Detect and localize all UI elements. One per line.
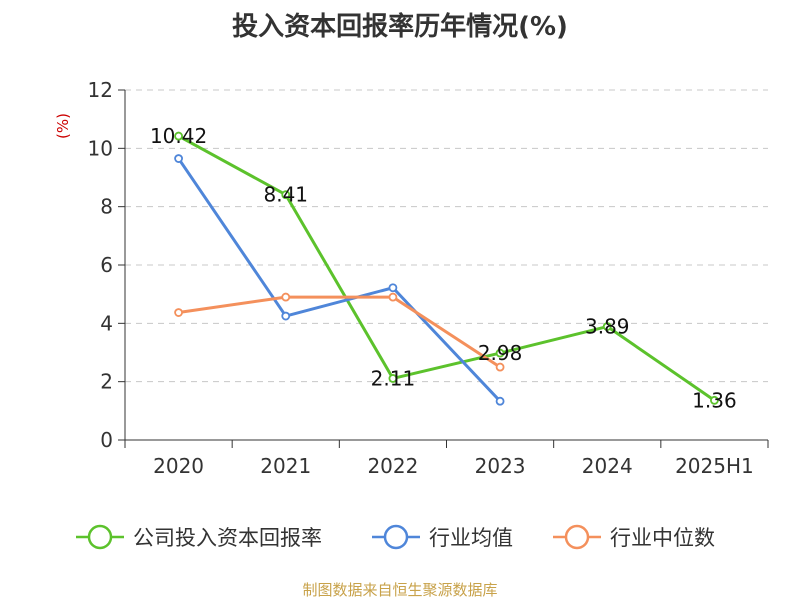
chart-title: 投入资本回报率历年情况(%) — [232, 12, 568, 42]
x-tick-label: 2021 — [260, 454, 311, 478]
series-line-2 — [178, 295, 501, 369]
data-label: 2.11 — [371, 366, 416, 390]
y-tick-label: 10 — [88, 136, 113, 160]
legend-marker-icon — [383, 524, 409, 550]
data-label: 2.98 — [478, 341, 523, 365]
x-tick-label: 2024 — [582, 454, 633, 478]
y-axis-label: (%) — [54, 113, 72, 139]
data-point — [174, 308, 183, 317]
x-tick-label: 2022 — [367, 454, 418, 478]
y-tick-label: 8 — [100, 195, 113, 219]
data-point — [388, 283, 398, 293]
series-line-1 — [177, 157, 502, 403]
legend-marker-icon — [564, 524, 590, 550]
data-label: 10.42 — [150, 124, 207, 148]
data-point — [495, 362, 505, 372]
data-point — [495, 348, 505, 358]
data-point — [388, 374, 398, 383]
data-point — [281, 292, 291, 302]
y-tick-label: 4 — [100, 311, 113, 335]
source-note: 制图数据来自恒生聚源数据库 — [302, 581, 498, 599]
x-tick-label: 2020 — [153, 454, 204, 478]
data-point — [602, 322, 612, 331]
data-point — [388, 292, 398, 302]
data-label: 8.41 — [263, 183, 308, 207]
data-point — [281, 311, 291, 321]
y-tick-label: 2 — [100, 370, 113, 394]
data-point — [710, 395, 719, 405]
legend-marker-icon — [87, 524, 113, 550]
data-point — [174, 154, 183, 163]
y-tick-label: 12 — [88, 78, 113, 102]
legend-label: 公司投入资本回报率 — [133, 526, 322, 550]
data-label: 3.89 — [585, 315, 630, 339]
series-line-0 — [177, 134, 716, 402]
data-point — [174, 131, 183, 141]
y-tick-label: 0 — [100, 428, 113, 452]
x-tick-label: 2023 — [475, 454, 526, 478]
legend-label: 行业均值 — [429, 526, 513, 550]
x-tick-label: 2025H1 — [675, 454, 754, 478]
data-point — [495, 396, 505, 406]
legend-label: 行业中位数 — [610, 526, 715, 550]
y-tick-label: 6 — [100, 253, 113, 277]
data-label: 1.36 — [692, 388, 737, 412]
data-point — [281, 190, 291, 200]
